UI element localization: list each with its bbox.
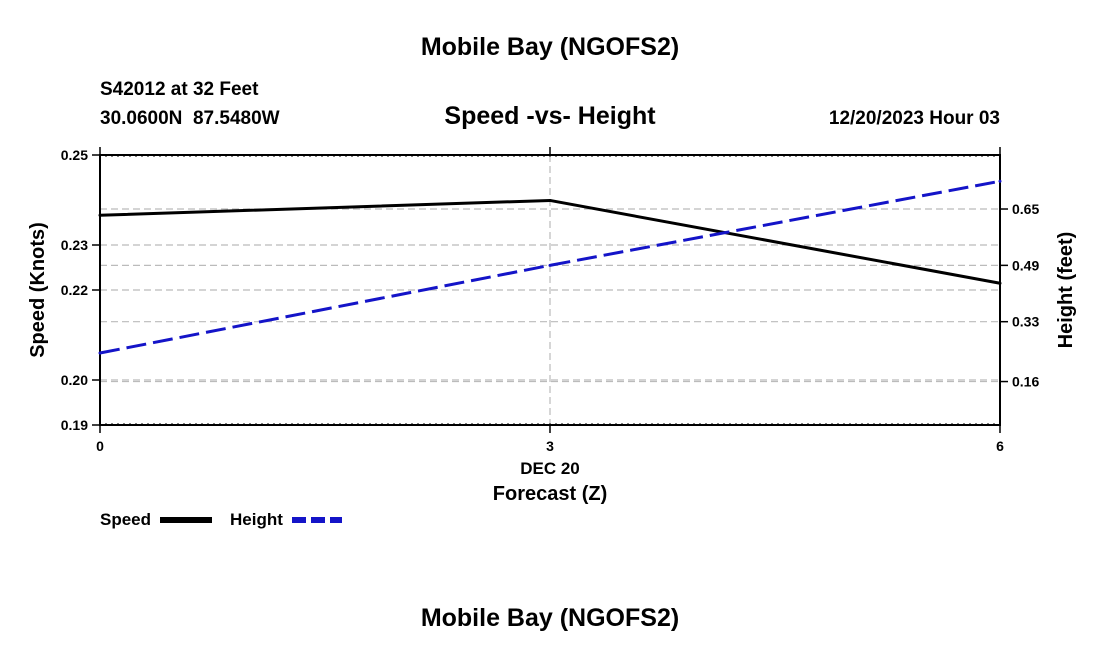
tick-label-right-1: 0.33 xyxy=(1012,314,1039,330)
legend-speed-label: Speed xyxy=(100,510,151,529)
data-point-speed-2 xyxy=(998,281,1002,285)
tick-label-left-4: 0.25 xyxy=(61,147,88,163)
top-title: Mobile Bay (NGOFS2) xyxy=(421,33,679,61)
tick-label-left-3: 0.23 xyxy=(61,237,88,253)
gridlines xyxy=(100,154,1000,426)
chart-title: Speed -vs- Height xyxy=(444,102,656,130)
data-point-height-1 xyxy=(548,263,552,267)
station-label: S42012 at 32 Feet xyxy=(100,79,259,100)
series-lines xyxy=(98,179,1002,355)
legend-height-label: Height xyxy=(230,510,283,529)
data-point-speed-0 xyxy=(98,213,102,217)
datetime-label: 12/20/2023 Hour 03 xyxy=(829,108,1000,129)
bottom-title: Mobile Bay (NGOFS2) xyxy=(421,604,679,632)
tick-label-left-0: 0.19 xyxy=(61,417,88,433)
y-axis-left-label: Speed (Knots) xyxy=(27,222,49,358)
coordinates-label: 30.0600N 87.5480W xyxy=(100,108,280,129)
x-date-label: DEC 20 xyxy=(520,459,580,478)
tick-label-left-1: 0.20 xyxy=(61,372,88,388)
tick-label-x-1: 3 xyxy=(546,438,554,454)
tick-label-right-2: 0.49 xyxy=(1012,257,1039,273)
tick-label-left-2: 0.22 xyxy=(61,282,88,298)
y-axis-right-label: Height (feet) xyxy=(1055,232,1077,349)
tick-label-x-0: 0 xyxy=(96,438,104,454)
tick-label-x-2: 6 xyxy=(996,438,1004,454)
data-point-height-2 xyxy=(998,179,1002,183)
tick-label-right-3: 0.65 xyxy=(1012,201,1039,217)
data-point-height-0 xyxy=(98,351,102,355)
series-line-height xyxy=(99,179,1001,355)
tick-label-right-0: 0.16 xyxy=(1012,374,1039,390)
plot-frame xyxy=(99,154,1001,426)
tick-labels: 0.19 0.20 0.22 0.23 0.25 0.16 0.33 0.49 0.65 0 3 6 xyxy=(61,147,1040,454)
x-axis-label: Forecast (Z) xyxy=(493,483,607,505)
legend: Speed Height xyxy=(100,510,342,529)
data-point-speed-1 xyxy=(548,198,552,202)
